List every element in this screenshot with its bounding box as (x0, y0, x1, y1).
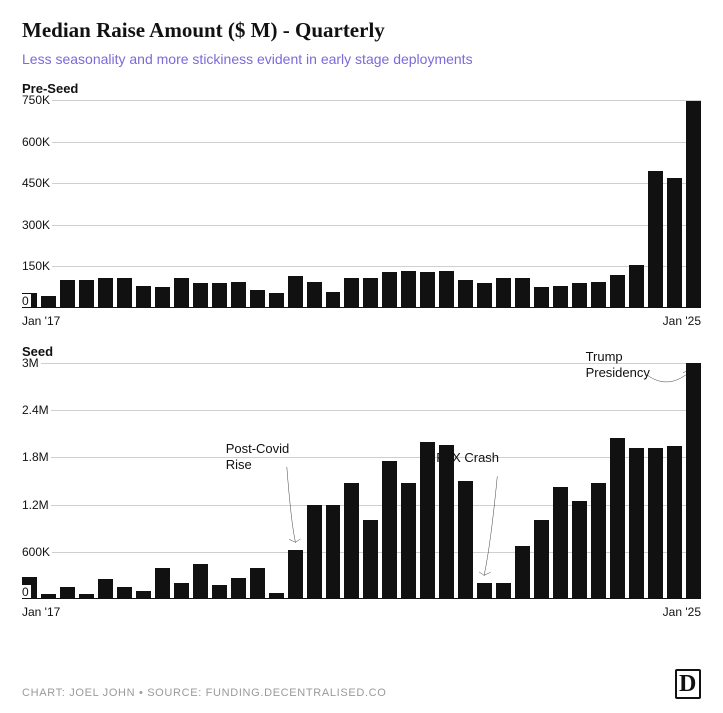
xtick-right: Jan '25 (663, 314, 701, 328)
plot-preseed: 0150K300K450K600K750K (22, 100, 701, 308)
bar (534, 287, 549, 308)
bar (344, 278, 359, 309)
footer-text: CHART: JOEL JOHN • SOURCE: FUNDING.DECEN… (22, 687, 387, 699)
bar (382, 272, 397, 308)
source-logo: D (675, 669, 701, 699)
bar (79, 280, 94, 308)
xtick-left: Jan '17 (22, 314, 60, 328)
xtick-left: Jan '17 (22, 605, 60, 619)
bar (515, 278, 530, 308)
ytick-label: 600K (22, 135, 52, 149)
panel-preseed-title: Pre-Seed (22, 81, 701, 96)
bar (231, 282, 246, 308)
bar (326, 292, 341, 308)
bar (60, 280, 75, 308)
ytick-label: 150K (22, 259, 52, 273)
xaxis-preseed: Jan '17 Jan '25 (22, 314, 701, 336)
baseline (22, 307, 701, 308)
ytick-label: 0 (22, 294, 31, 308)
bar (477, 283, 492, 308)
bar (98, 278, 113, 308)
bar (174, 278, 189, 308)
ytick-label: 750K (22, 93, 52, 107)
bar (288, 276, 303, 308)
plot-seed: 0600K1.2M1.8M2.4M3MPost-Covid RiseFTX Cr… (22, 363, 701, 599)
bar (420, 272, 435, 308)
bar (117, 278, 132, 308)
panel-seed: Seed 0600K1.2M1.8M2.4M3MPost-Covid RiseF… (22, 344, 701, 627)
bar (155, 287, 170, 308)
bar (363, 278, 378, 308)
ytick-label: 450K (22, 176, 52, 190)
bar (269, 293, 284, 308)
bar (458, 280, 473, 308)
bars (22, 100, 701, 308)
chart-footer: CHART: JOEL JOHN • SOURCE: FUNDING.DECEN… (22, 669, 701, 699)
bar (572, 283, 587, 308)
bar (401, 271, 416, 308)
chart-subtitle: Less seasonality and more stickiness evi… (22, 51, 701, 67)
bar (553, 286, 568, 308)
bar (648, 171, 663, 308)
bar (667, 178, 682, 308)
bar (439, 271, 454, 308)
annotation-arrow (22, 363, 701, 599)
annotation-label: Post-Covid Rise (226, 441, 290, 474)
bar (686, 101, 701, 308)
bar (212, 283, 227, 308)
bar (250, 290, 265, 308)
bar (629, 265, 644, 308)
xaxis-seed: Jan '17 Jan '25 (22, 605, 701, 627)
bar (610, 275, 625, 308)
bar (496, 278, 511, 309)
panel-preseed: Pre-Seed 0 150K 300K 450K 600K 750K Jan '17 J… (22, 81, 701, 336)
bar (591, 282, 606, 308)
ytick-label: 300K (22, 218, 52, 232)
bar (307, 282, 322, 308)
bar (136, 286, 151, 308)
xtick-right: Jan '25 (663, 605, 701, 619)
annotation-label: Trump Presidency (586, 349, 650, 382)
chart-title: Median Raise Amount ($ M) - Quarterly (22, 18, 701, 43)
annotation-label: FTX Crash (436, 450, 499, 466)
bar (193, 283, 208, 308)
